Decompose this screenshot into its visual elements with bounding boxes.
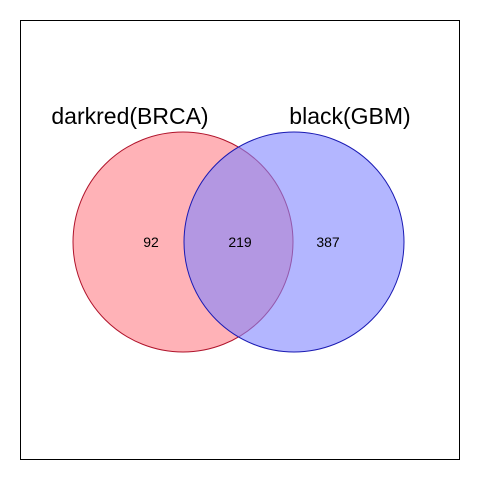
intersection-count: 219	[228, 234, 252, 250]
only-a-count: 92	[143, 234, 159, 250]
set-b-label: black(GBM)	[289, 103, 410, 129]
set-b-circle	[183, 131, 405, 353]
plot-frame	[20, 20, 460, 460]
only-b-count: 387	[316, 234, 340, 250]
set-a-label: darkred(BRCA)	[51, 103, 208, 129]
